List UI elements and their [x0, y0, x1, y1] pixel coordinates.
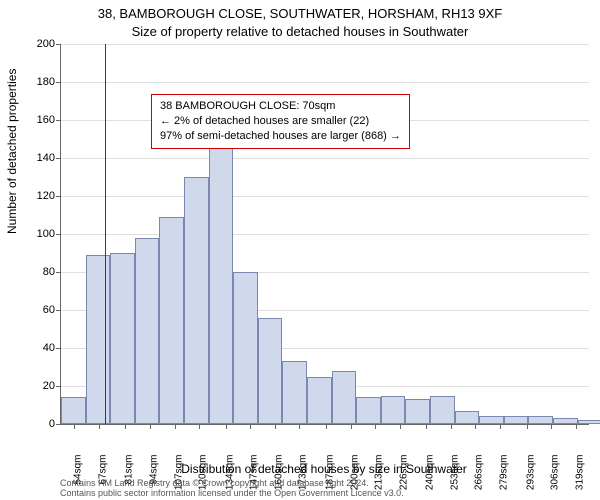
address-title: 38, BAMBOROUGH CLOSE, SOUTHWATER, HORSHA… [0, 6, 600, 21]
footer-line-2: Contains public sector information licen… [60, 488, 588, 498]
y-tick-label: 0 [21, 418, 55, 430]
histogram-bar [430, 396, 455, 425]
histogram-bar [578, 420, 600, 424]
x-tick [250, 424, 251, 429]
histogram-bar [86, 255, 111, 424]
y-tick [56, 348, 61, 349]
histogram-bar [135, 238, 160, 424]
y-tick-label: 200 [21, 38, 55, 50]
x-axis-title: Distribution of detached houses by size … [60, 462, 588, 476]
y-tick-label: 140 [21, 152, 55, 164]
x-tick [226, 424, 227, 429]
info-line-3: 97% of semi-detached houses are larger (… [160, 129, 401, 144]
x-tick [299, 424, 300, 429]
x-tick [351, 424, 352, 429]
y-tick-label: 60 [21, 304, 55, 316]
histogram-bar [258, 318, 283, 424]
x-tick [576, 424, 577, 429]
x-tick [375, 424, 376, 429]
x-tick [400, 424, 401, 429]
x-tick [275, 424, 276, 429]
y-tick [56, 424, 61, 425]
y-tick-label: 20 [21, 380, 55, 392]
x-tick [150, 424, 151, 429]
y-tick [56, 120, 61, 121]
y-tick [56, 82, 61, 83]
x-tick [125, 424, 126, 429]
x-tick [326, 424, 327, 429]
y-tick [56, 234, 61, 235]
x-tick [199, 424, 200, 429]
histogram-bar [528, 416, 553, 424]
histogram-bar [381, 396, 406, 425]
histogram-bar [233, 272, 258, 424]
y-tick [56, 386, 61, 387]
gridline [61, 44, 589, 45]
info-line-2: ← 2% of detached houses are smaller (22) [160, 114, 401, 129]
histogram-bar [110, 253, 135, 424]
gridline [61, 196, 589, 197]
histogram-bar [209, 130, 234, 425]
y-tick-label: 100 [21, 228, 55, 240]
x-tick [175, 424, 176, 429]
info-box: 38 BAMBOROUGH CLOSE: 70sqm ← 2% of detac… [151, 94, 410, 149]
x-tick [74, 424, 75, 429]
histogram-bar [307, 377, 332, 425]
y-tick-label: 120 [21, 190, 55, 202]
y-tick [56, 158, 61, 159]
histogram-bar [504, 416, 529, 424]
y-tick-label: 40 [21, 342, 55, 354]
y-tick-label: 160 [21, 114, 55, 126]
histogram-bar [282, 361, 307, 424]
x-tick [426, 424, 427, 429]
chart-container: 38, BAMBOROUGH CLOSE, SOUTHWATER, HORSHA… [0, 0, 600, 500]
histogram-bar [455, 411, 480, 424]
histogram-bar [479, 416, 504, 424]
y-tick [56, 310, 61, 311]
x-tick [527, 424, 528, 429]
y-tick-label: 80 [21, 266, 55, 278]
x-tick [451, 424, 452, 429]
x-tick [475, 424, 476, 429]
plot-area: 38 BAMBOROUGH CLOSE: 70sqm ← 2% of detac… [60, 44, 589, 425]
gridline [61, 234, 589, 235]
histogram-bar [184, 177, 209, 424]
x-tick [99, 424, 100, 429]
y-tick [56, 196, 61, 197]
y-tick-label: 180 [21, 76, 55, 88]
histogram-bar [356, 397, 381, 424]
gridline [61, 82, 589, 83]
x-tick [500, 424, 501, 429]
y-axis-title: Number of detached properties [5, 69, 19, 234]
histogram-bar [159, 217, 184, 424]
gridline [61, 158, 589, 159]
subtitle: Size of property relative to detached ho… [0, 24, 600, 39]
footer: Contains HM Land Registry data © Crown c… [60, 478, 588, 499]
footer-line-1: Contains HM Land Registry data © Crown c… [60, 478, 588, 488]
y-tick [56, 272, 61, 273]
histogram-bar [332, 371, 357, 424]
y-tick [56, 44, 61, 45]
histogram-bar [553, 418, 578, 424]
histogram-bar [61, 397, 86, 424]
marker-line [105, 44, 106, 424]
info-line-1: 38 BAMBOROUGH CLOSE: 70sqm [160, 99, 401, 114]
histogram-bar [405, 399, 430, 424]
x-tick [551, 424, 552, 429]
